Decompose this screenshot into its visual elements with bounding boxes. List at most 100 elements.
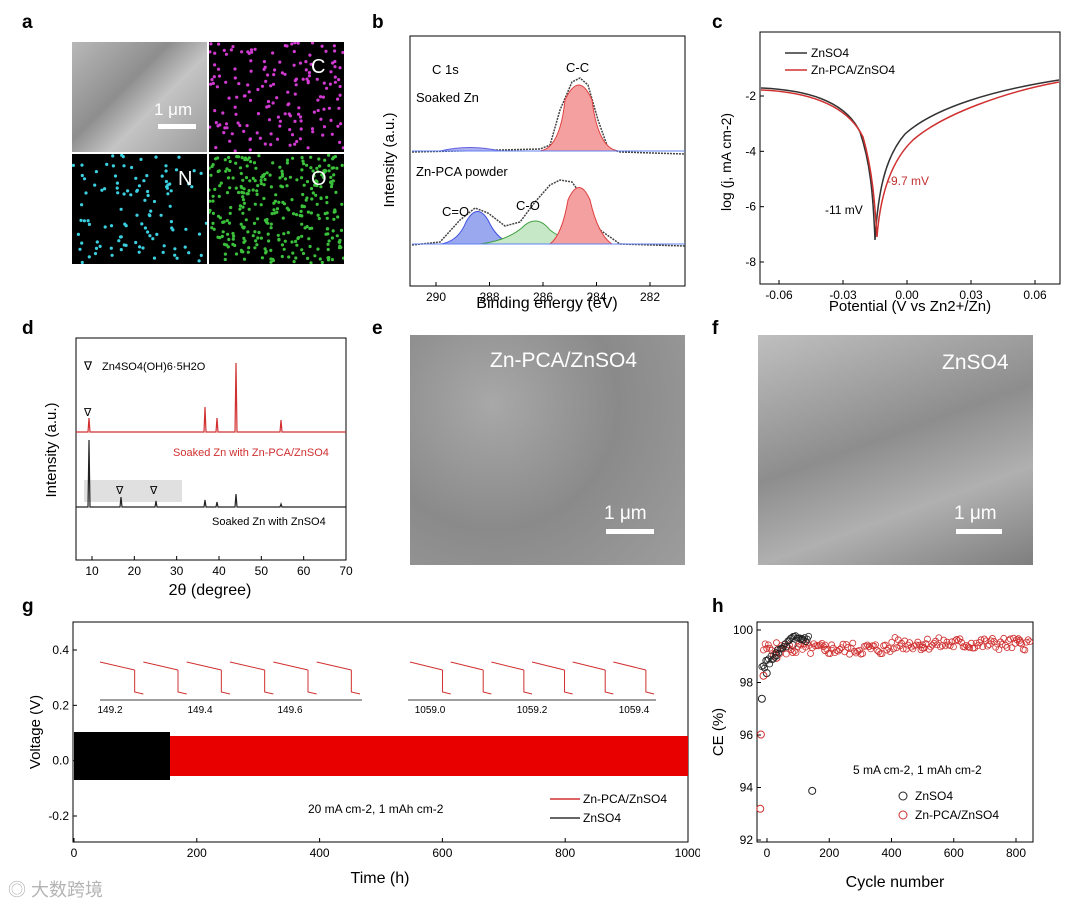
eds-dot [331, 157, 335, 161]
ce-point [950, 643, 957, 651]
eds-dot [145, 174, 149, 178]
eds-dot [227, 237, 231, 242]
ce-point [774, 646, 781, 653]
eds-dot [251, 176, 255, 180]
eds-dot [302, 183, 306, 187]
eds-dot [247, 207, 251, 211]
eds-dot [154, 155, 158, 159]
eds-dot [327, 106, 331, 110]
eds-dot [333, 80, 337, 84]
eds-dot [305, 225, 309, 229]
ce-point [906, 639, 914, 647]
eds-dot [120, 154, 124, 157]
eds-dot [169, 220, 173, 224]
eds-dot [224, 80, 228, 84]
eds-dot [197, 232, 202, 236]
voltage-x-tick-label: 200 [187, 846, 207, 860]
eds-dot [293, 79, 297, 83]
eds-dot [320, 260, 324, 264]
eds-dot [266, 99, 271, 104]
xrd-legend-marker: ∇ [83, 359, 93, 373]
panel-letter-b: b [372, 12, 384, 33]
eds-dot [269, 257, 273, 261]
eds-dot [308, 53, 312, 57]
sem-scale-bar-e [606, 529, 654, 534]
eds-dot [278, 119, 282, 123]
ce-point [1008, 644, 1016, 652]
eds-dot [265, 171, 269, 175]
tafel-y-tick-label: -6 [745, 200, 756, 214]
ce-point [789, 649, 797, 656]
eds-dot [307, 74, 311, 78]
xrd-y-axis-label: Intensity (a.u.) [43, 402, 60, 497]
eds-dot [118, 235, 123, 239]
eds-dot [228, 139, 232, 143]
eds-dot [209, 50, 212, 54]
eds-dot [231, 45, 235, 49]
eds-dot [329, 70, 333, 74]
ce-point [985, 641, 993, 648]
eds-dot [249, 160, 253, 164]
voltage-y-axis-label: Voltage (V) [30, 695, 44, 769]
eds-dot [242, 257, 247, 261]
ce-point [901, 637, 909, 645]
eds-dot [325, 201, 329, 205]
ce-point [792, 649, 800, 657]
xps-x-axis-label: Binding energy (eV) [476, 295, 617, 312]
eds-dot [126, 189, 130, 193]
eds-dot [326, 247, 330, 252]
ce-point [761, 640, 769, 648]
eds-dot [319, 117, 323, 121]
eds-dot [307, 71, 311, 75]
ce-point [844, 644, 852, 651]
eds-dot [316, 213, 320, 217]
eds-dot [266, 73, 270, 77]
voltage-inset-1 [100, 654, 362, 702]
ce-point [870, 642, 878, 650]
eds-dot [335, 166, 339, 170]
eds-dot [80, 173, 84, 178]
xrd-x-tick-label: 40 [212, 564, 226, 578]
eds-dot [241, 198, 246, 202]
eds-dot [211, 211, 215, 215]
eds-dot [242, 236, 246, 240]
eds-dot [249, 69, 253, 73]
ce-point [951, 637, 959, 645]
eds-dot [140, 222, 144, 226]
eds-dot [277, 238, 281, 242]
eds-dot [105, 162, 109, 166]
eds-dot [294, 239, 298, 243]
eds-dot [327, 164, 331, 168]
eds-dot [271, 161, 275, 165]
eds-dot [283, 112, 287, 116]
eds-dot [293, 142, 297, 146]
eds-dot [266, 221, 270, 225]
eds-dot [290, 133, 295, 137]
eds-dot [249, 48, 254, 52]
eds-dot [286, 231, 290, 235]
tafel-legend-znso4: ZnSO4 [811, 46, 849, 60]
eds-dot [187, 251, 191, 255]
xps-peak-label-c-o: C-O [516, 198, 540, 213]
eds-dot [298, 137, 302, 141]
eds-dot [232, 234, 236, 238]
eds-dot [216, 67, 221, 71]
eds-dot [300, 222, 304, 226]
eds-dot [190, 185, 194, 189]
eds-dot [214, 121, 218, 125]
eds-dot [138, 245, 142, 249]
eds-dot [263, 177, 267, 182]
ce-point [838, 644, 845, 652]
eds-dot [111, 154, 115, 158]
eds-dot [304, 60, 308, 64]
eds-dot [282, 232, 286, 236]
eds-dot [285, 161, 289, 165]
ce-x-tick-label: 400 [881, 846, 901, 860]
eds-dot [246, 83, 250, 87]
xps-x-tick-label: 290 [426, 290, 446, 304]
tafel-line-znso4 [760, 79, 1060, 241]
eds-dot [304, 68, 308, 72]
eds-dot [327, 239, 331, 243]
eds-dot [162, 244, 166, 248]
eds-dot [155, 232, 159, 236]
